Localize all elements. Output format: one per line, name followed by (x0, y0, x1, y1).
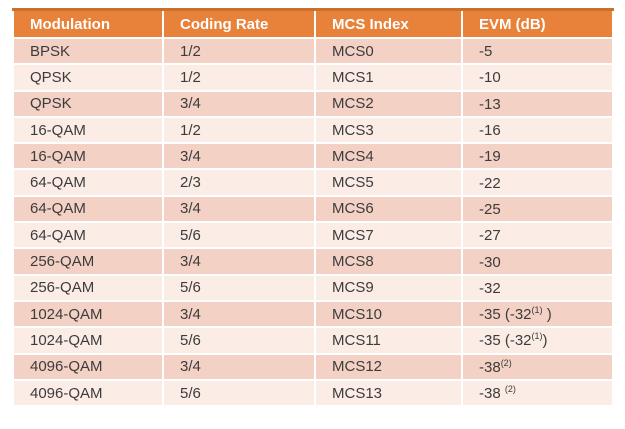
cell-mcs-index: MCS5 (314, 168, 463, 197)
col-header-evm: EVM (dB) (461, 8, 614, 39)
table-row: 256-QAM 5/6 MCS9 -32 (12, 273, 614, 302)
cell-modulation: 64-QAM (12, 194, 164, 224)
cell-mcs-index: MCS3 (314, 115, 463, 145)
cell-coding-rate: 2/3 (162, 168, 316, 197)
evm-footnote-superscript: (2) (500, 357, 512, 368)
evm-value: -16 (479, 122, 501, 140)
evm-value: -35 (-32 (479, 306, 532, 324)
cell-modulation: 256-QAM (12, 273, 164, 302)
cell-coding-rate: 1/2 (162, 115, 316, 145)
cell-evm: -38(2) (461, 352, 614, 381)
cell-modulation: 64-QAM (12, 221, 164, 250)
cell-coding-rate: 3/4 (162, 352, 316, 381)
cell-mcs-index: MCS13 (314, 378, 463, 408)
cell-mcs-index: MCS1 (314, 63, 463, 92)
evm-footnote-superscript: (2) (504, 384, 516, 394)
cell-mcs-index: MCS0 (314, 36, 463, 66)
table-row: QPSK 1/2 MCS1 -10 (12, 63, 614, 92)
cell-evm: -10 (461, 63, 614, 92)
evm-value: -32 (479, 279, 501, 297)
evm-value: -22 (479, 174, 501, 192)
cell-coding-rate: 3/4 (162, 142, 316, 171)
cell-mcs-index: MCS6 (314, 194, 463, 224)
cell-coding-rate: 3/4 (162, 194, 316, 224)
cell-evm: -30 (461, 247, 614, 276)
evm-value: -19 (479, 148, 501, 166)
evm-value: -10 (479, 69, 501, 87)
cell-modulation: 16-QAM (12, 142, 164, 171)
evm-value-tail: ) (542, 306, 552, 324)
cell-evm: -38 (2) (461, 378, 614, 408)
table-row: 1024-QAM 3/4 MCS10 -35 (-32(1) ) (12, 299, 614, 329)
cell-coding-rate: 3/4 (162, 247, 316, 276)
cell-evm: -22 (461, 168, 614, 197)
cell-evm: -35 (-32(1) ) (461, 299, 614, 329)
cell-mcs-index: MCS11 (314, 326, 463, 355)
evm-value: -38 (479, 358, 501, 376)
cell-mcs-index: MCS9 (314, 273, 463, 302)
evm-footnote-superscript: (1) (531, 305, 543, 316)
cell-coding-rate: 5/6 (162, 378, 316, 408)
evm-value: -27 (479, 227, 501, 245)
cell-mcs-index: MCS10 (314, 299, 463, 329)
cell-evm: -5 (461, 36, 614, 66)
evm-value: -13 (479, 95, 501, 113)
table-row: 256-QAM 3/4 MCS8 -30 (12, 247, 614, 276)
cell-coding-rate: 1/2 (162, 63, 316, 92)
header-row: Modulation Coding Rate MCS Index EVM (dB… (12, 8, 614, 39)
col-header-mcs-index: MCS Index (314, 8, 463, 39)
evm-value: -30 (479, 253, 501, 271)
cell-mcs-index: MCS7 (314, 221, 463, 250)
cell-evm: -16 (461, 115, 614, 145)
cell-modulation: 1024-QAM (12, 299, 164, 329)
cell-coding-rate: 5/6 (162, 326, 316, 355)
table-row: 16-QAM 3/4 MCS4 -19 (12, 142, 614, 171)
table-row: BPSK 1/2 MCS0 -5 (12, 36, 614, 66)
cell-mcs-index: MCS4 (314, 142, 463, 171)
cell-evm: -35 (-32(1)) (461, 326, 614, 355)
cell-coding-rate: 3/4 (162, 299, 316, 329)
cell-modulation: 256-QAM (12, 247, 164, 276)
col-header-modulation: Modulation (12, 8, 164, 39)
cell-evm: -32 (461, 273, 614, 302)
evm-value: -5 (479, 43, 493, 61)
table-row: 4096-QAM 5/6 MCS13 -38 (2) (12, 378, 614, 408)
table-header: Modulation Coding Rate MCS Index EVM (dB… (12, 8, 614, 39)
cell-modulation: 1024-QAM (12, 326, 164, 355)
cell-mcs-index: MCS8 (314, 247, 463, 276)
cell-evm: -27 (461, 221, 614, 250)
mcs-table: Modulation Coding Rate MCS Index EVM (dB… (12, 8, 614, 408)
cell-modulation: 64-QAM (12, 168, 164, 197)
cell-modulation: QPSK (12, 63, 164, 92)
cell-modulation: BPSK (12, 36, 164, 66)
cell-evm: -19 (461, 142, 614, 171)
table-row: 16-QAM 1/2 MCS3 -16 (12, 115, 614, 145)
cell-mcs-index: MCS2 (314, 89, 463, 118)
evm-value: -38 (479, 385, 505, 402)
table-row: 64-QAM 2/3 MCS5 -22 (12, 168, 614, 197)
cell-modulation: 4096-QAM (12, 378, 164, 408)
table-row: 64-QAM 3/4 MCS6 -25 (12, 194, 614, 224)
table-row: 1024-QAM 5/6 MCS11 -35 (-32(1)) (12, 326, 614, 355)
cell-coding-rate: 1/2 (162, 36, 316, 66)
table-row: 64-QAM 5/6 MCS7 -27 (12, 221, 614, 250)
evm-value-tail: ) (542, 332, 548, 350)
cell-modulation: QPSK (12, 89, 164, 118)
table-row: QPSK 3/4 MCS2 -13 (12, 89, 614, 118)
cell-coding-rate: 3/4 (162, 89, 316, 118)
cell-evm: -13 (461, 89, 614, 118)
evm-footnote-superscript: (1) (531, 331, 543, 342)
cell-coding-rate: 5/6 (162, 221, 316, 250)
evm-value: -35 (-32 (479, 332, 532, 350)
cell-coding-rate: 5/6 (162, 273, 316, 302)
col-header-coding-rate: Coding Rate (162, 8, 316, 39)
cell-mcs-index: MCS12 (314, 352, 463, 381)
table-body: BPSK 1/2 MCS0 -5 QPSK 1/2 MCS1 -10 QPSK … (12, 36, 614, 408)
cell-modulation: 4096-QAM (12, 352, 164, 381)
cell-evm: -25 (461, 194, 614, 224)
cell-modulation: 16-QAM (12, 115, 164, 145)
table-row: 4096-QAM 3/4 MCS12 -38(2) (12, 352, 614, 381)
evm-value: -25 (479, 200, 501, 218)
